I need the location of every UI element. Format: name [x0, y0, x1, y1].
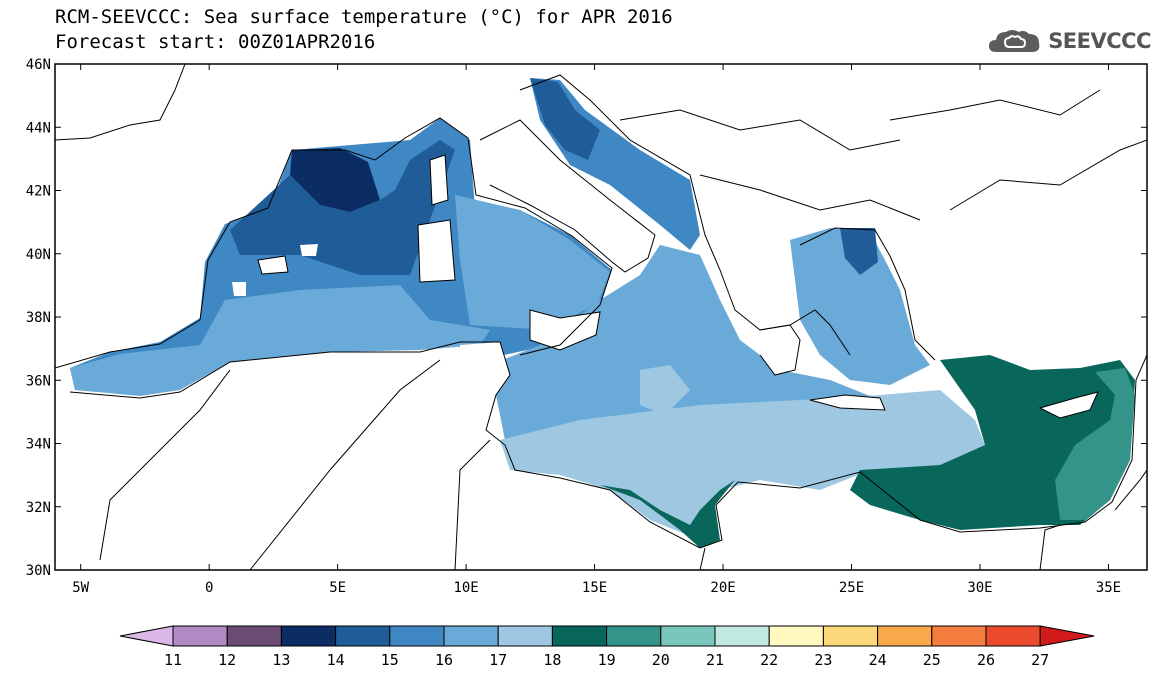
colorbar-label: 21 — [706, 651, 724, 669]
lon-tick-label: 30E — [967, 580, 992, 596]
logo-text: SEEVCCC — [1048, 29, 1151, 53]
land-corsica — [430, 155, 448, 205]
lat-tick-label: 32N — [26, 500, 51, 516]
cloud-logo-icon — [989, 30, 1040, 52]
seevccc-logo: SEEVCCC — [988, 24, 1151, 58]
colorbar-swatch — [931, 625, 987, 647]
lat-tick-label: 42N — [26, 184, 51, 200]
colorbar-label: 24 — [869, 651, 887, 669]
lon-tick-label: 35E — [1096, 580, 1121, 596]
latitude-axis: 46N 44N 42N 40N 38N 36N 34N 32N 30N — [26, 57, 1147, 579]
land-italy — [480, 120, 655, 272]
lon-tick-label: 0 — [205, 580, 213, 596]
sst-region-levant-coast — [1055, 368, 1135, 520]
colorbar-swatch — [280, 625, 337, 647]
colorbar-label: 18 — [543, 651, 561, 669]
colorbar-label: 12 — [218, 651, 236, 669]
lat-tick-label: 34N — [26, 437, 51, 453]
lat-tick-label: 36N — [26, 373, 51, 389]
lon-tick-label: 5E — [329, 580, 346, 596]
sst-region-aegean — [790, 228, 930, 385]
lon-tick-label: 5W — [72, 580, 89, 596]
colorbar-label: 19 — [598, 651, 616, 669]
colorbar: 11 12 13 14 15 16 17 18 19 20 21 22 23 24 25 26 27 — [119, 625, 1095, 669]
longitude-axis: 5W 0 5E 10E 15E 20E 25E 30E 35E — [72, 64, 1121, 596]
colorbar-high-arrow — [1039, 625, 1095, 647]
colorbar-label: 13 — [272, 651, 290, 669]
lon-tick-label: 10E — [453, 580, 478, 596]
colorbar-swatch — [389, 625, 445, 647]
land-peloponnese — [760, 325, 800, 375]
sst-region-north-adriatic — [530, 78, 600, 160]
colorbar-swatch — [497, 625, 553, 647]
sst-region-sidra-coast — [600, 480, 735, 548]
lon-tick-label: 25E — [839, 580, 864, 596]
colorbar-label: 23 — [814, 651, 832, 669]
colorbar-label: 16 — [435, 651, 453, 669]
land-sicily — [530, 310, 600, 350]
lon-tick-label: 15E — [582, 580, 607, 596]
colorbar-label: 14 — [327, 651, 345, 669]
sst-field — [70, 78, 1135, 548]
colorbar-swatch — [443, 625, 499, 647]
land-tunisia-cap — [460, 342, 510, 440]
land-menorca — [300, 244, 318, 256]
colorbar-swatch — [335, 625, 391, 647]
sst-region-libyan-sea — [500, 390, 985, 540]
colorbar-swatch — [985, 625, 1041, 647]
sst-region-ligurian — [230, 140, 455, 275]
colorbar-low-arrow — [119, 625, 174, 647]
land-mallorca — [258, 256, 288, 274]
colorbar-swatch — [226, 625, 282, 647]
sst-region-tyrrhenian — [455, 195, 610, 330]
colorbar-label: 15 — [381, 651, 399, 669]
lat-tick-label: 38N — [26, 310, 51, 326]
sst-region-alboran — [70, 285, 490, 396]
lat-tick-label: 46N — [26, 57, 51, 73]
colorbar-swatch — [660, 625, 716, 647]
land-crete — [810, 395, 885, 410]
sst-region-ionian — [490, 245, 880, 440]
colorbar-swatch — [551, 625, 608, 647]
colorbar-swatch — [877, 625, 933, 647]
forecast-start-subtitle: Forecast start: 00Z01APR2016 — [55, 31, 376, 53]
sst-region-north-aegean — [840, 228, 878, 275]
colorbar-swatch — [606, 625, 662, 647]
colorbar-label: 27 — [1031, 651, 1049, 669]
colorbar-label: 26 — [977, 651, 995, 669]
coastlines — [55, 64, 1147, 570]
colorbar-swatch — [768, 625, 824, 647]
colorbar-label: 17 — [489, 651, 507, 669]
sst-region-gulf-of-lion — [290, 148, 380, 212]
lat-tick-label: 40N — [26, 247, 51, 263]
colorbar-swatch — [822, 625, 879, 647]
lat-tick-label: 44N — [26, 120, 51, 136]
colorbar-swatch — [172, 625, 228, 647]
colorbar-label: 25 — [923, 651, 941, 669]
lat-tick-label: 30N — [26, 563, 51, 579]
lon-tick-label: 20E — [710, 580, 735, 596]
colorbar-swatch — [714, 625, 770, 647]
colorbar-label: 20 — [652, 651, 670, 669]
colorbar-label: 11 — [164, 651, 182, 669]
land-sardinia — [418, 220, 455, 282]
land-ibiza — [232, 282, 246, 296]
colorbar-label: 22 — [760, 651, 778, 669]
sst-region-ionian-warm-patch — [640, 365, 690, 415]
map-title: RCM-SEEVCCC: Sea surface temperature (°C… — [55, 6, 673, 28]
